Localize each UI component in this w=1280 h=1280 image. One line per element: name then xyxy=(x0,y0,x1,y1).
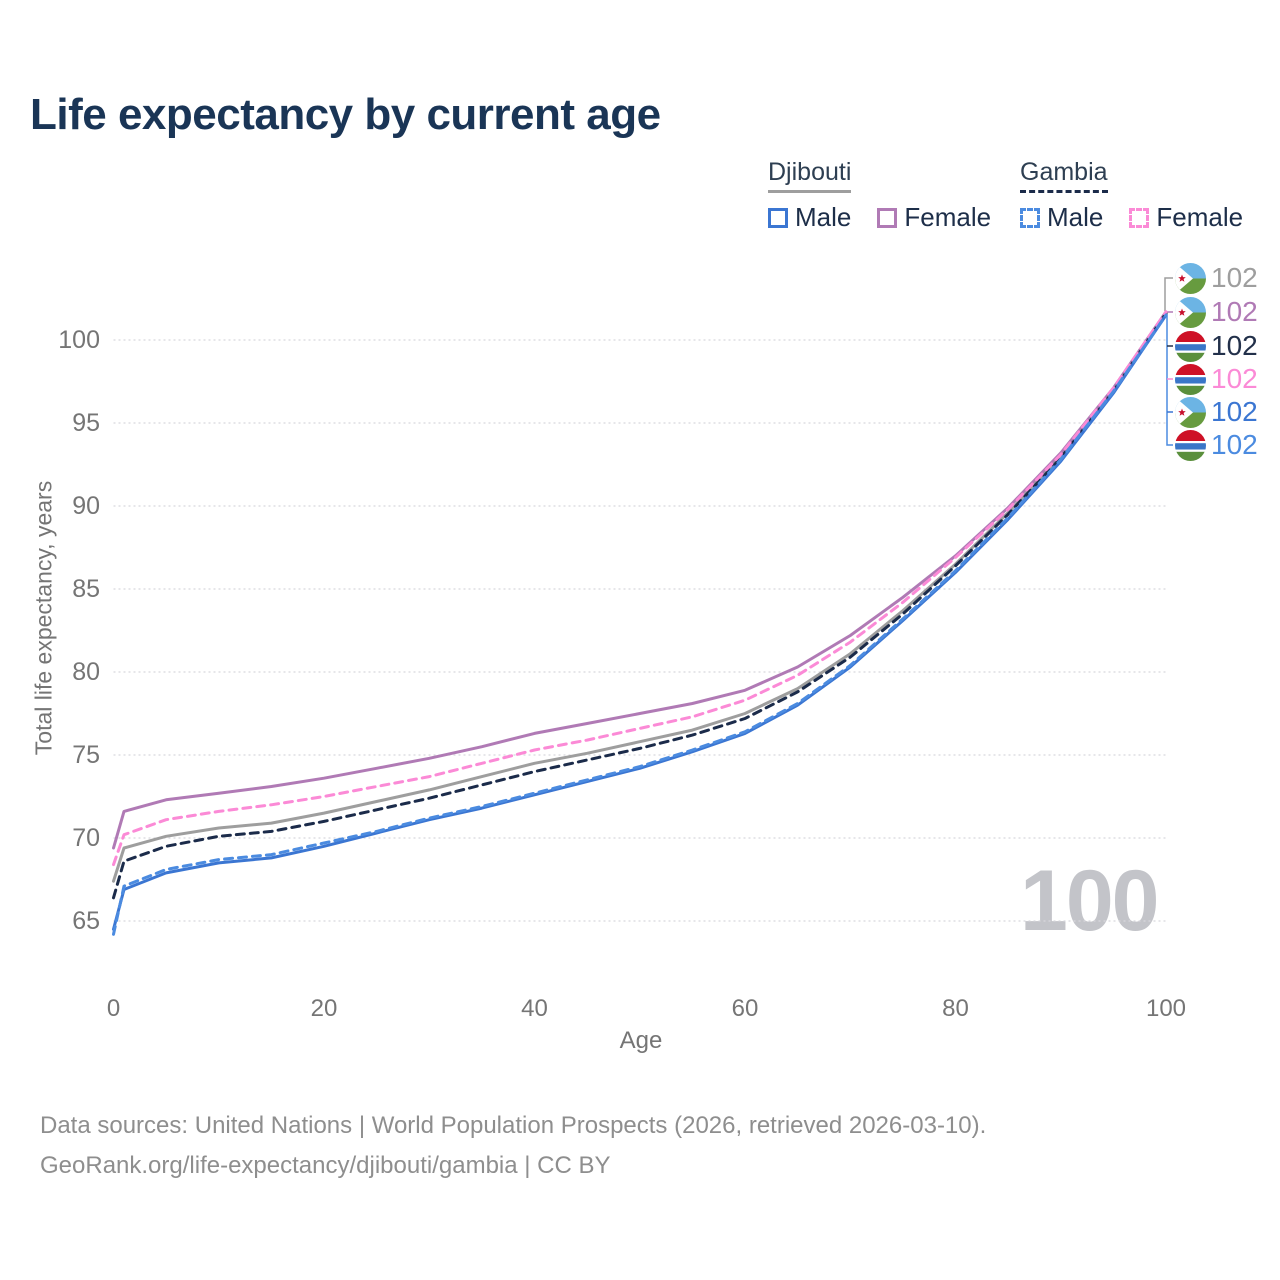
legend-header-gambia[interactable]: Gambia xyxy=(1020,158,1108,193)
legend-item-gambia-male[interactable]: Male xyxy=(1020,202,1103,233)
legend-item-label: Male xyxy=(795,202,852,232)
legend-item-label: Male xyxy=(1047,202,1104,232)
legend-item-djibouti-female[interactable]: Female xyxy=(877,202,991,233)
end-label-leader-0 xyxy=(1164,277,1173,311)
footer-data-sources: Data sources: United Nations | World Pop… xyxy=(40,1112,987,1139)
series-line-djibouti-male[interactable] xyxy=(112,313,1168,931)
legend-group-djibouti: Djibouti Male Female xyxy=(768,158,991,233)
footer-attribution: GeoRank.org/life-expectancy/djibouti/gam… xyxy=(40,1152,611,1179)
legend-header-djibouti[interactable]: Djibouti xyxy=(768,158,852,193)
end-label-leader-2 xyxy=(1166,314,1173,446)
frame-age-watermark: 100 xyxy=(1020,853,1159,949)
legend-swatch-gambia-female xyxy=(1129,207,1150,228)
series-line-gambia-female[interactable] xyxy=(112,310,1168,867)
legend-swatch-djibouti-female xyxy=(877,207,898,228)
legend-item-label: Female xyxy=(1156,202,1244,232)
legend-item-gambia-female[interactable]: Female xyxy=(1129,202,1243,233)
series-line-gambia-male[interactable] xyxy=(112,313,1168,936)
x-axis-title: Age xyxy=(619,1027,663,1054)
page-title: Life expectancy by current age xyxy=(30,90,661,139)
footer: Data sources: United Nations | World Pop… xyxy=(40,1106,986,1186)
legend-item-label: Female xyxy=(904,202,992,232)
y-axis-title: Total life expectancy, years xyxy=(30,480,57,756)
legend-swatch-djibouti-male xyxy=(768,207,788,228)
series-line-djibouti-all[interactable] xyxy=(112,311,1168,883)
legend-item-djibouti-male[interactable]: Male xyxy=(768,202,851,233)
legend-group-gambia: Gambia Male Female xyxy=(1020,158,1243,233)
legend-swatch-gambia-male xyxy=(1020,207,1040,228)
series-line-gambia-all[interactable] xyxy=(112,311,1168,900)
